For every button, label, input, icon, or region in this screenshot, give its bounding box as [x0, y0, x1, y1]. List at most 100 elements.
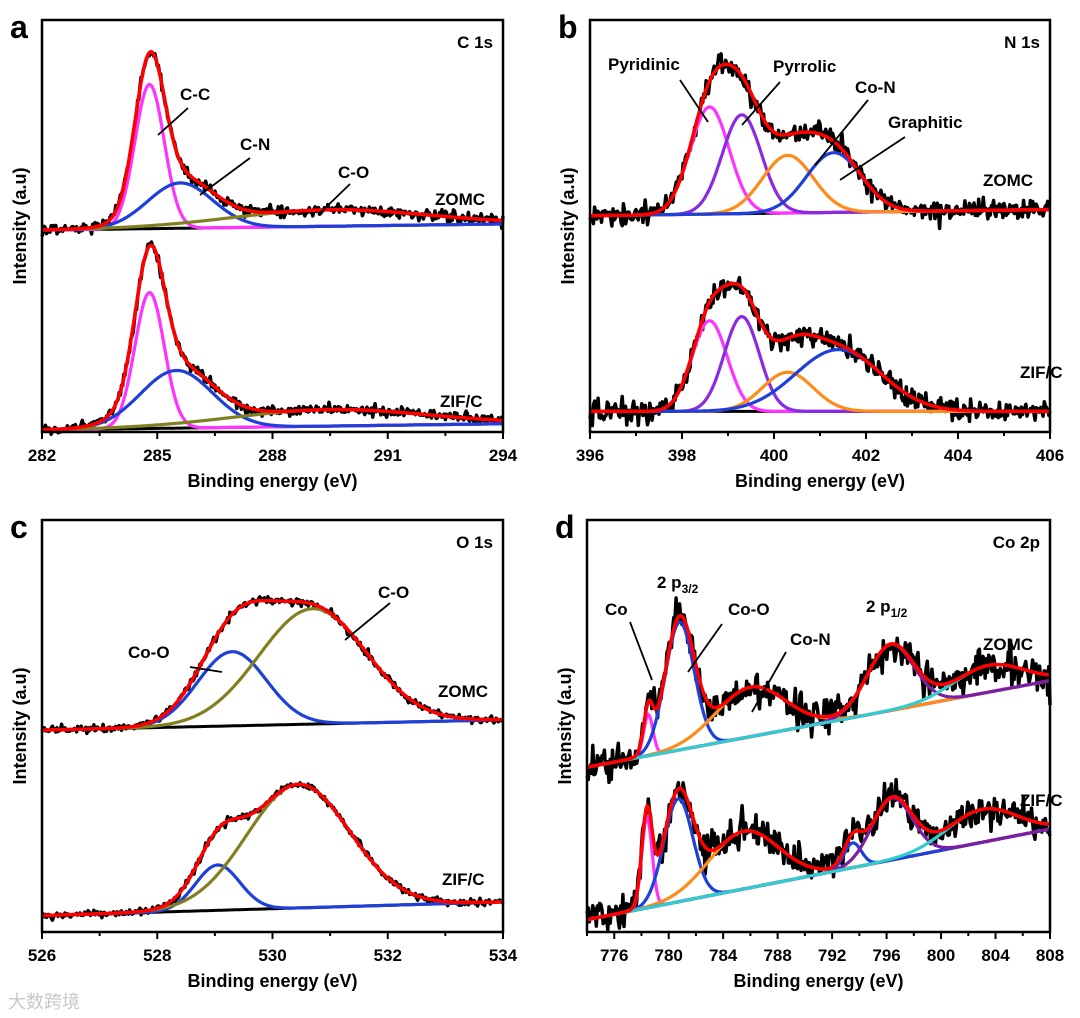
x-tick-label: 282: [28, 446, 56, 465]
component-Co-O-ZIF/C: [42, 863, 504, 918]
x-tick-label: 776: [600, 946, 628, 965]
x-tick-label: 402: [852, 446, 880, 465]
annotation-leader-line: [751, 651, 787, 713]
sample-label: ZOMC: [438, 682, 488, 701]
experimental-data-ZOMC: [588, 52, 1051, 231]
component-2p1-2-ZIF/C: [586, 796, 1051, 922]
x-axis-label: Binding energy (eV): [187, 971, 357, 991]
x-tick-label: 796: [872, 946, 900, 965]
x-tick-label: 406: [1036, 446, 1064, 465]
sample-label: ZOMC: [983, 171, 1033, 190]
annotation-leader-line: [679, 79, 709, 123]
peak-annotation: C-O: [378, 583, 409, 602]
annotation-leader-line: [199, 157, 251, 196]
plot-frame: [588, 18, 1052, 434]
panel-d: ZOMC ZIF/C 776 780 784 788 792 796 800 804 808 Bind…: [555, 509, 1064, 991]
panel-title: C 1s: [457, 33, 493, 52]
x-tick-label: 528: [143, 946, 171, 965]
peak-annotation: Graphitic: [888, 113, 963, 132]
watermark: 大数跨境: [8, 992, 80, 1013]
peak-annotation: Co-N: [790, 630, 831, 649]
peak-annotation: C-O: [338, 163, 369, 182]
x-tick-label: 780: [655, 946, 683, 965]
x-axis-label: Binding energy (eV): [187, 471, 357, 491]
experimental-data-ZIF/C: [588, 275, 1052, 428]
x-tick-label: 526: [28, 946, 56, 965]
panel-title: O 1s: [456, 533, 493, 552]
peak-annotation: Pyridinic: [608, 55, 680, 74]
x-tick-label: 400: [760, 446, 788, 465]
component-Co-O-ZOMC: [42, 650, 503, 732]
x-tick-label: 294: [489, 446, 518, 465]
sample-label: ZIF/C: [442, 870, 485, 889]
experimental-data-ZOMC: [40, 50, 505, 238]
x-tick-label: 800: [927, 946, 955, 965]
annotation-leader-line: [317, 183, 351, 216]
annotation-leader-line: [741, 81, 781, 126]
x-tick-label: 808: [1036, 946, 1064, 965]
x-tick-label: 792: [818, 946, 846, 965]
envelope-fit-ZOMC: [42, 50, 504, 232]
y-axis-label: Intensity (a.u): [555, 667, 575, 784]
component-C-N-ZIF/C: [42, 368, 503, 432]
peak-annotation: Pyrrolic: [773, 57, 836, 76]
annotation-leader-line: [157, 107, 189, 136]
sample-label: ZIF/C: [1020, 363, 1063, 382]
sample-label: ZOMC: [983, 635, 1033, 654]
x-axis-label: Binding energy (eV): [735, 471, 905, 491]
panel-letter: c: [10, 509, 28, 545]
panel-letter: d: [555, 509, 575, 545]
annotation-leader-line: [814, 99, 869, 166]
peak-annotation: C-C: [180, 85, 210, 104]
peak-annotation: Co-O: [728, 600, 770, 619]
x-tick-label: 784: [709, 946, 738, 965]
envelope-fit-ZIF/C: [590, 281, 1050, 414]
component-Co-O-ZIF/C: [586, 797, 1051, 922]
panel-letter: a: [10, 9, 28, 45]
peak-annotation: C-N: [240, 135, 270, 154]
annotation-leader-line: [839, 136, 906, 181]
panel-letter: b: [558, 9, 578, 45]
component-C-N-ZOMC: [42, 181, 504, 232]
y-axis-label: Intensity (a.u): [558, 167, 578, 284]
x-tick-label: 532: [374, 946, 402, 965]
sample-label: ZOMC: [435, 190, 485, 209]
panel-b: ZOMC ZIF/C 396 398 400 402 404 406 Binding energ…: [558, 9, 1064, 491]
experimental-data-ZIF/C: [40, 240, 505, 437]
envelope-fit-ZOMC: [590, 62, 1050, 218]
x-tick-label: 404: [944, 446, 973, 465]
peak-annotation: Co-O: [128, 643, 170, 662]
envelope-fit-ZIF/C: [586, 786, 1051, 922]
component-C-O-ZIF/C: [42, 782, 503, 918]
peak-annotation: 2 p3/2: [657, 573, 699, 596]
x-tick-label: 291: [374, 446, 402, 465]
x-tick-label: 804: [981, 946, 1010, 965]
panel-title: Co 2p: [993, 533, 1040, 552]
x-tick-label: 788: [763, 946, 791, 965]
x-tick-label: 398: [668, 446, 696, 465]
x-axis-label: Binding energy (eV): [733, 971, 903, 991]
annotation-leader-line: [344, 602, 391, 641]
envelope-fit-ZIF/C: [42, 782, 503, 918]
envelope-fit-ZOMC: [42, 598, 503, 732]
annotation-subscript: 3/2: [682, 582, 699, 596]
x-tick-label: 534: [489, 946, 518, 965]
envelope-fit-ZOMC: [586, 613, 1051, 769]
peak-annotation: 2 p1/2: [866, 597, 908, 620]
y-axis-label: Intensity (a.u): [10, 667, 30, 784]
panel-title: N 1s: [1004, 33, 1040, 52]
x-tick-label: 396: [576, 446, 604, 465]
sample-label: ZIF/C: [1020, 791, 1063, 810]
plot-frame: [585, 518, 1052, 934]
sample-label: ZIF/C: [440, 392, 483, 411]
envelope-fit-ZIF/C: [41, 243, 504, 432]
annotation-leader-line: [629, 621, 653, 681]
annotation-subscript: 1/2: [891, 606, 908, 620]
annotation-leader-line: [687, 623, 723, 673]
panel-a: ZOMC ZIF/C 282 285 288 291 294 Binding energy (…: [10, 9, 518, 491]
x-tick-label: 530: [258, 946, 286, 965]
x-tick-label: 288: [258, 446, 286, 465]
annotation-leader-line: [189, 666, 223, 673]
peak-annotation: Co: [605, 600, 628, 619]
